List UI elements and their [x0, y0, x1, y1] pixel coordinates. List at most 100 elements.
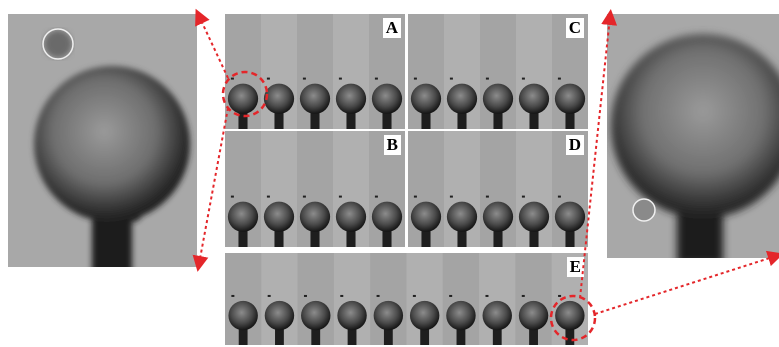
droplet [446, 300, 476, 331]
panel-B: B [225, 131, 405, 247]
panel-E-image [225, 253, 588, 345]
panel-C-image [408, 14, 588, 129]
droplet [482, 300, 512, 331]
panel-E-label: E [566, 257, 584, 277]
needle-stem [238, 107, 248, 129]
tracer-dot [449, 77, 453, 80]
tracer-dot [449, 195, 453, 198]
needle-stem [420, 324, 430, 345]
needle-stem [311, 324, 321, 345]
droplet [482, 83, 514, 114]
tracer-dot [485, 77, 489, 80]
tracer-dot [521, 77, 525, 80]
panel-A-image [225, 14, 405, 129]
needle-stem [529, 324, 538, 345]
needle-stem [274, 225, 284, 247]
needle-stem [421, 107, 431, 129]
tracer-dot [340, 294, 344, 297]
droplet [335, 201, 367, 232]
tracer-dot [413, 77, 417, 80]
tracer-dot [374, 195, 378, 198]
droplet [337, 300, 367, 331]
droplet [518, 201, 550, 232]
tracer-dot [412, 294, 416, 297]
panel-B-label: B [383, 135, 401, 155]
tracer-dot [376, 294, 380, 297]
needle-stem [421, 225, 431, 247]
panel-C-label: C [565, 18, 584, 38]
marker-circle [42, 28, 74, 60]
droplet [482, 201, 514, 232]
panel-E: E [225, 253, 588, 345]
droplet [263, 201, 295, 232]
droplet [446, 83, 478, 114]
droplet [335, 83, 367, 114]
droplet [371, 83, 403, 114]
callout-arrow [594, 250, 779, 315]
tracer-dot [558, 294, 562, 297]
droplet [299, 83, 331, 114]
callout-arrow [195, 8, 229, 79]
droplet [518, 300, 549, 331]
tracer-dot [230, 195, 234, 198]
droplet [410, 201, 442, 232]
needle-stem [457, 107, 467, 129]
tracer-dot [449, 294, 453, 297]
panel-D-image [408, 131, 588, 247]
zoom-right-image [607, 14, 779, 258]
droplet [301, 300, 331, 331]
tracer-dot [338, 195, 342, 198]
tracer-dot [302, 77, 306, 80]
callout-arrow [192, 107, 229, 272]
needle-stem [565, 225, 575, 247]
panel-D-label: D [565, 135, 584, 155]
droplet [263, 83, 295, 114]
panel-B-image [225, 131, 405, 247]
needle-stem [529, 225, 539, 247]
needle-stem [493, 225, 503, 247]
marker-circle [632, 198, 656, 222]
needle-stem [275, 324, 284, 345]
needle-stem [310, 107, 320, 129]
needle-stem [383, 324, 393, 345]
tracer-dot [230, 77, 234, 80]
tracer-dot [485, 195, 489, 198]
droplet [373, 300, 404, 331]
tracer-dot [557, 195, 561, 198]
needle-stem [382, 225, 392, 247]
needle-stem [346, 107, 356, 129]
droplet [554, 83, 586, 114]
droplet [446, 201, 478, 232]
panel-A-label: A [382, 18, 401, 38]
tracer-dot [338, 77, 342, 80]
tracer-dot [267, 294, 271, 297]
needle-stem [346, 225, 356, 247]
zoom-left-image [8, 14, 197, 267]
needle-stem [382, 107, 392, 129]
droplet [410, 83, 442, 114]
tracer-dot [266, 77, 270, 80]
needle-stem [238, 225, 248, 247]
needle-stem [274, 107, 284, 129]
droplet [228, 300, 258, 331]
panel-A: A [225, 14, 405, 129]
droplet [299, 201, 331, 232]
droplet [371, 201, 403, 232]
tracer-dot [303, 294, 307, 297]
needle-stem [310, 225, 320, 247]
tracer-dot [413, 195, 417, 198]
tracer-dot [302, 195, 306, 198]
needle-stem [565, 107, 575, 129]
tracer-dot [266, 195, 270, 198]
droplet [227, 201, 259, 232]
needle-stem [493, 107, 503, 129]
tracer-dot [557, 77, 561, 80]
tracer-dot [231, 294, 235, 297]
needle-stem [457, 225, 467, 247]
tracer-dot [485, 294, 489, 297]
needle-stem [347, 324, 357, 345]
droplet [409, 300, 440, 331]
panel-D: D [408, 131, 588, 247]
needle-stem [456, 324, 466, 345]
droplet [554, 201, 586, 232]
